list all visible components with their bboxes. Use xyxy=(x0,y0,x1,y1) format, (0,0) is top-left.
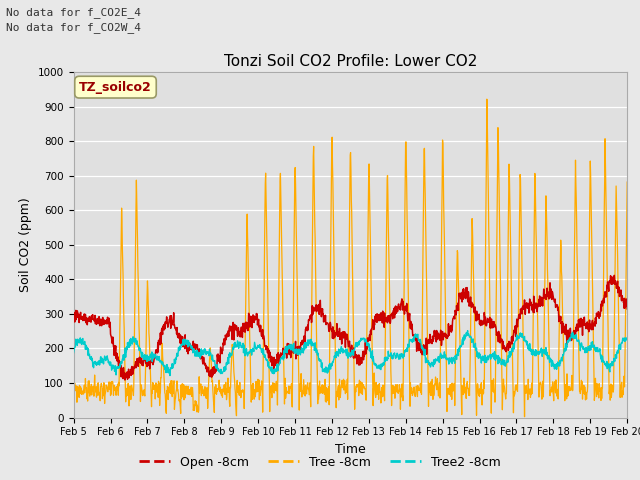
Title: Tonzi Soil CO2 Profile: Lower CO2: Tonzi Soil CO2 Profile: Lower CO2 xyxy=(224,54,477,70)
Y-axis label: Soil CO2 (ppm): Soil CO2 (ppm) xyxy=(19,197,32,292)
Legend: Open -8cm, Tree -8cm, Tree2 -8cm: Open -8cm, Tree -8cm, Tree2 -8cm xyxy=(134,451,506,474)
Text: No data for f_CO2W_4: No data for f_CO2W_4 xyxy=(6,22,141,33)
Text: No data for f_CO2E_4: No data for f_CO2E_4 xyxy=(6,7,141,18)
X-axis label: Time: Time xyxy=(335,443,366,456)
Text: TZ_soilco2: TZ_soilco2 xyxy=(79,81,152,94)
